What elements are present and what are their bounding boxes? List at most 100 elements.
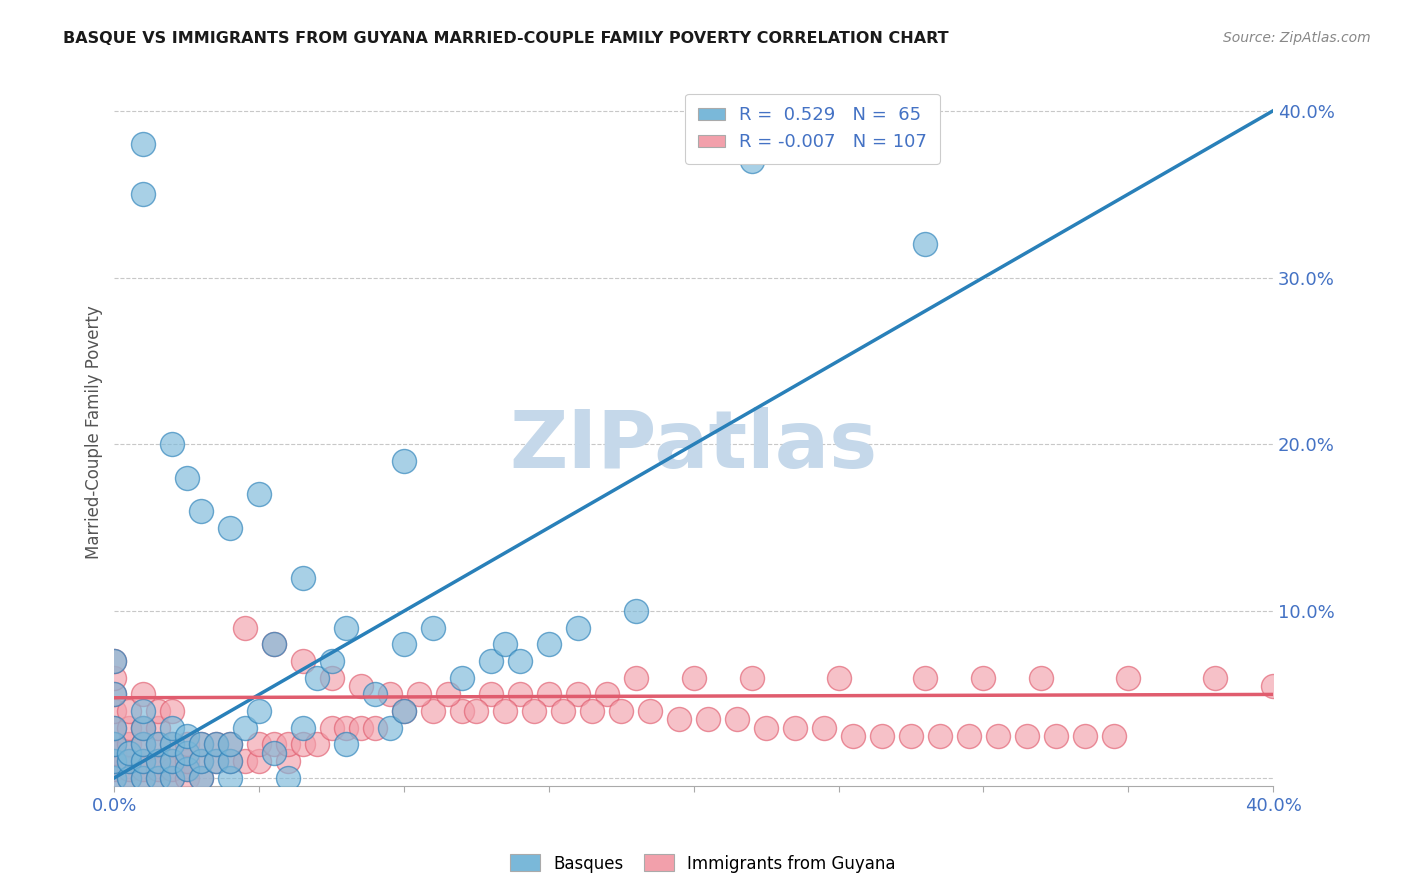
Point (335, 738, 357, 752)
Point (190, 738, 212, 752)
Point (190, 738, 212, 752)
Point (176, 470, 198, 484)
Point (103, 771, 125, 785)
Point (494, 704, 516, 718)
Point (263, 637, 285, 651)
Point (103, 738, 125, 752)
Point (132, 754, 155, 768)
Point (190, 504, 212, 518)
Point (624, 671, 647, 685)
Point (914, 671, 936, 685)
Point (132, 721, 155, 735)
Point (479, 688, 502, 702)
Point (103, 763, 125, 777)
Point (190, 771, 212, 785)
Point (103, 704, 125, 718)
Point (176, 763, 198, 777)
Point (146, 738, 169, 752)
Point (190, 754, 212, 768)
Point (118, 746, 141, 760)
Point (263, 746, 285, 760)
Point (176, 729, 198, 743)
Point (392, 637, 415, 651)
Point (914, 237, 936, 252)
Point (291, 571, 314, 585)
Point (277, 754, 299, 768)
Point (364, 721, 387, 735)
Point (204, 738, 226, 752)
Point (103, 754, 125, 768)
Point (176, 754, 198, 768)
Point (190, 771, 212, 785)
Point (408, 688, 430, 702)
Point (392, 704, 415, 718)
Point (291, 721, 314, 735)
Point (624, 604, 647, 618)
Point (1015, 729, 1038, 743)
Point (162, 704, 184, 718)
Point (176, 763, 198, 777)
Point (162, 754, 184, 768)
Point (118, 754, 141, 768)
Point (509, 688, 531, 702)
Point (321, 654, 343, 668)
Point (219, 771, 242, 785)
Point (378, 688, 401, 702)
Text: ZIPatlas: ZIPatlas (509, 407, 877, 485)
Point (697, 713, 720, 727)
Point (162, 738, 184, 752)
Point (581, 704, 603, 718)
Point (263, 738, 285, 752)
Point (132, 771, 155, 785)
Point (307, 738, 329, 752)
Point (118, 754, 141, 768)
Point (162, 771, 184, 785)
Point (307, 671, 329, 685)
Point (247, 754, 270, 768)
Point (118, 763, 141, 777)
Point (277, 771, 299, 785)
Point (321, 671, 343, 685)
Point (176, 738, 198, 752)
Point (132, 738, 155, 752)
Point (233, 721, 256, 735)
Point (132, 704, 155, 718)
Point (103, 754, 125, 768)
Point (422, 704, 444, 718)
Point (1045, 729, 1067, 743)
Point (103, 688, 125, 702)
Point (233, 621, 256, 635)
Point (638, 704, 661, 718)
Point (682, 671, 704, 685)
Point (132, 771, 155, 785)
Point (610, 704, 633, 718)
Point (1204, 671, 1226, 685)
Point (392, 454, 415, 468)
Point (247, 487, 270, 501)
Point (335, 621, 357, 635)
Point (118, 721, 141, 735)
Point (929, 729, 952, 743)
Point (785, 721, 807, 735)
Point (1261, 679, 1284, 693)
Point (741, 153, 763, 168)
Point (870, 729, 893, 743)
Point (509, 654, 531, 668)
Point (553, 704, 575, 718)
Point (813, 721, 835, 735)
Point (146, 754, 169, 768)
Point (567, 688, 589, 702)
Y-axis label: Married-Couple Family Poverty: Married-Couple Family Poverty (86, 305, 103, 558)
Point (494, 637, 516, 651)
Point (219, 521, 242, 535)
Point (537, 637, 560, 651)
Point (1116, 671, 1139, 685)
Point (1074, 729, 1097, 743)
Point (247, 738, 270, 752)
Point (118, 771, 141, 785)
Point (567, 621, 589, 635)
Point (176, 771, 198, 785)
Point (1031, 671, 1053, 685)
Point (162, 763, 184, 777)
Point (1102, 729, 1125, 743)
